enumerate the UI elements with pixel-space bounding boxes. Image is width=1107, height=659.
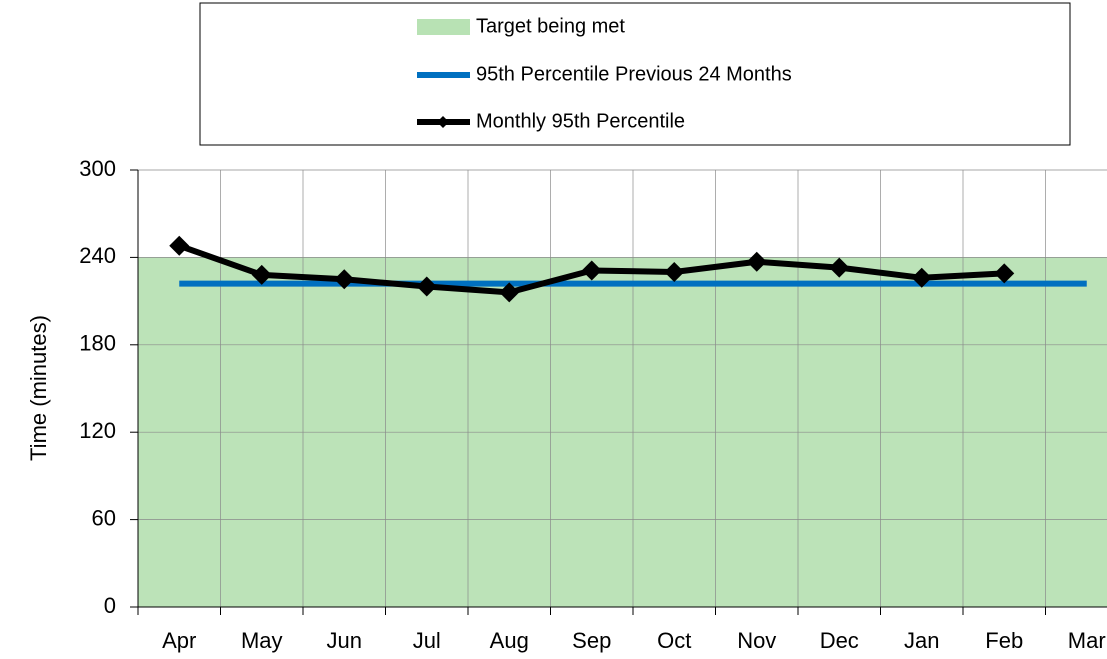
x-tick-label: Jul [413,628,441,653]
x-tick-label: Dec [820,628,859,653]
legend-label: 95th Percentile Previous 24 Months [476,63,792,85]
x-tick-label: Feb [985,628,1023,653]
legend-label: Monthly 95th Percentile [476,110,685,132]
point [911,267,932,288]
y-axis-label: Time (minutes) [26,315,51,461]
point [251,264,272,285]
y-tick-label: 180 [79,331,116,356]
x-tick-label: Mar [1068,628,1106,653]
y-tick-label: 300 [79,156,116,181]
point [499,282,520,303]
point [664,261,685,282]
x-tick-label: Sep [572,628,611,653]
legend-marker [437,116,449,128]
point [994,263,1015,284]
x-tick-label: Aug [490,628,529,653]
y-tick-label: 120 [79,418,116,443]
x-tick-label: Apr [162,628,196,653]
point [746,251,767,272]
point [581,260,602,281]
y-tick-label: 240 [79,243,116,268]
point [169,235,190,256]
y-tick-label: 60 [92,505,116,530]
x-tick-label: Jun [327,628,362,653]
x-tick-label: Oct [657,628,691,653]
point [416,276,437,297]
point [829,257,850,278]
x-tick-label: Nov [737,628,776,653]
x-tick-label: May [241,628,283,653]
legend-box [199,2,1071,146]
legend-swatch [417,19,470,35]
x-tick-label: Jan [904,628,939,653]
point [334,269,355,290]
y-tick-label: 0 [104,593,116,618]
legend-label: Target being met [476,15,625,37]
